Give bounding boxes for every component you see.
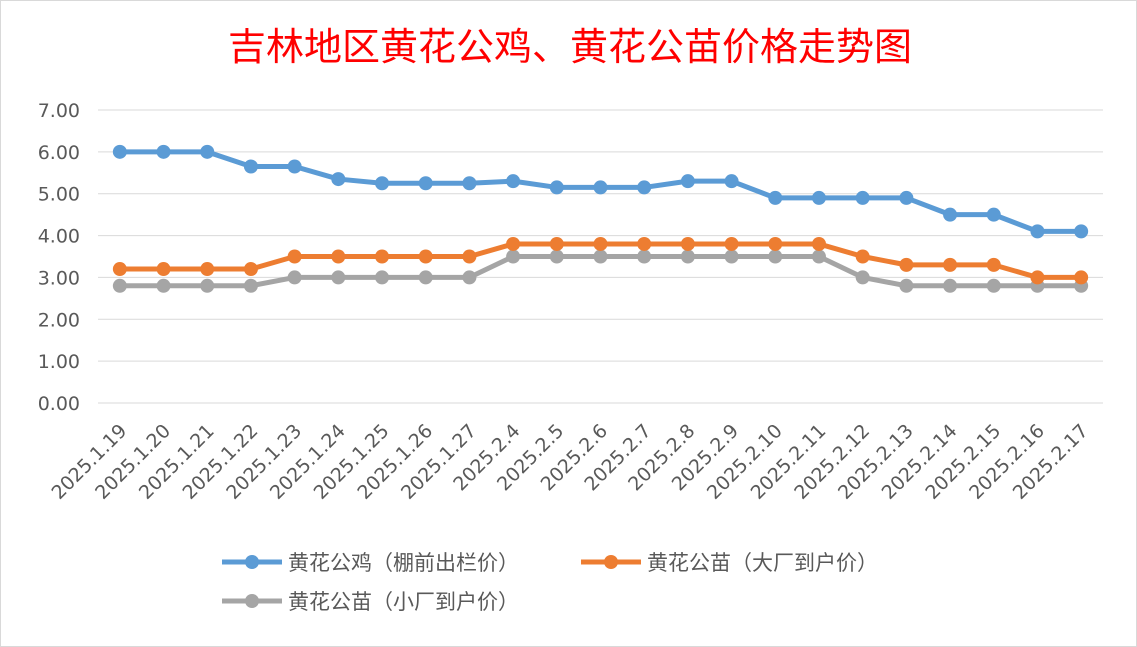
data-point [680, 249, 695, 264]
data-point [943, 278, 958, 293]
y-tick-label: 2.00 [38, 309, 80, 331]
data-point [462, 176, 477, 191]
series-3 [112, 249, 1089, 293]
series-2 [112, 236, 1089, 285]
data-point [418, 270, 433, 285]
data-point [112, 262, 127, 277]
data-point [1074, 224, 1089, 239]
y-tick-label: 1.00 [38, 351, 80, 373]
y-tick-label: 0.00 [38, 393, 80, 415]
data-point [331, 270, 346, 285]
data-point [855, 249, 870, 264]
data-point [549, 180, 564, 195]
data-point [243, 262, 258, 277]
legend-marker [604, 555, 618, 569]
data-point [375, 270, 390, 285]
legend-marker [245, 555, 259, 569]
data-point [899, 190, 914, 205]
data-point [243, 159, 258, 174]
series-1 [112, 144, 1089, 239]
data-point [637, 249, 652, 264]
data-point [855, 190, 870, 205]
data-point [986, 278, 1001, 293]
data-point [331, 249, 346, 264]
data-point [200, 144, 215, 159]
data-point [506, 174, 521, 189]
data-point [418, 176, 433, 191]
data-point [200, 262, 215, 277]
data-point [375, 249, 390, 264]
data-point [462, 270, 477, 285]
data-point [680, 174, 695, 189]
legend-item-3: 黄花公苗（小厂到户价） [222, 590, 519, 614]
data-point [637, 236, 652, 251]
data-point [287, 270, 302, 285]
data-point [724, 174, 739, 189]
data-point [680, 236, 695, 251]
data-point [375, 176, 390, 191]
y-axis-ticks: 0.00 1.00 2.00 3.00 4.00 5.00 6.00 7.00 [38, 100, 80, 415]
data-point [943, 207, 958, 222]
data-point [549, 249, 564, 264]
data-point [593, 249, 608, 264]
data-point [724, 249, 739, 264]
data-point [1030, 270, 1045, 285]
legend-label: 黄花公苗（小厂到户价） [288, 590, 519, 614]
y-tick-label: 7.00 [38, 100, 80, 122]
data-point [243, 278, 258, 293]
data-point [200, 278, 215, 293]
data-point [724, 236, 739, 251]
data-point [986, 207, 1001, 222]
y-tick-label: 5.00 [38, 184, 80, 206]
y-tick-label: 3.00 [38, 267, 80, 289]
data-point [637, 180, 652, 195]
data-point [156, 262, 171, 277]
data-point [506, 249, 521, 264]
data-point [331, 172, 346, 187]
legend-marker [245, 594, 259, 608]
y-tick-label: 6.00 [38, 142, 80, 164]
data-point [811, 249, 826, 264]
series-group [112, 144, 1089, 293]
data-point [156, 278, 171, 293]
legend-item-2: 黄花公苗（大厂到户价） [581, 551, 878, 575]
data-point [768, 249, 783, 264]
x-axis-ticks: 2025.1.192025.1.202025.1.212025.1.222025… [47, 420, 1092, 504]
data-point [112, 144, 127, 159]
data-point [1030, 224, 1045, 239]
data-point [943, 257, 958, 272]
data-point [287, 249, 302, 264]
data-point [506, 236, 521, 251]
data-point [855, 270, 870, 285]
data-point [811, 190, 826, 205]
y-tick-label: 4.00 [38, 226, 80, 248]
data-point [899, 257, 914, 272]
data-point [768, 236, 783, 251]
chart-title: 吉林地区黄花公鸡、黄花公苗价格走势图 [228, 25, 912, 69]
data-point [768, 190, 783, 205]
data-point [549, 236, 564, 251]
data-point [462, 249, 477, 264]
data-point [899, 278, 914, 293]
data-point [593, 180, 608, 195]
legend-item-1: 黄花公鸡（棚前出栏价） [222, 551, 519, 575]
data-point [287, 159, 302, 174]
legend-label: 黄花公苗（大厂到户价） [647, 551, 878, 575]
data-point [418, 249, 433, 264]
data-point [112, 278, 127, 293]
legend-label: 黄花公鸡（棚前出栏价） [288, 551, 519, 575]
legend: 黄花公鸡（棚前出栏价） 黄花公苗（大厂到户价） 黄花公苗（小厂到户价） [222, 551, 878, 614]
data-point [156, 144, 171, 159]
data-point [593, 236, 608, 251]
data-point [986, 257, 1001, 272]
data-point [1074, 270, 1089, 285]
data-point [811, 236, 826, 251]
